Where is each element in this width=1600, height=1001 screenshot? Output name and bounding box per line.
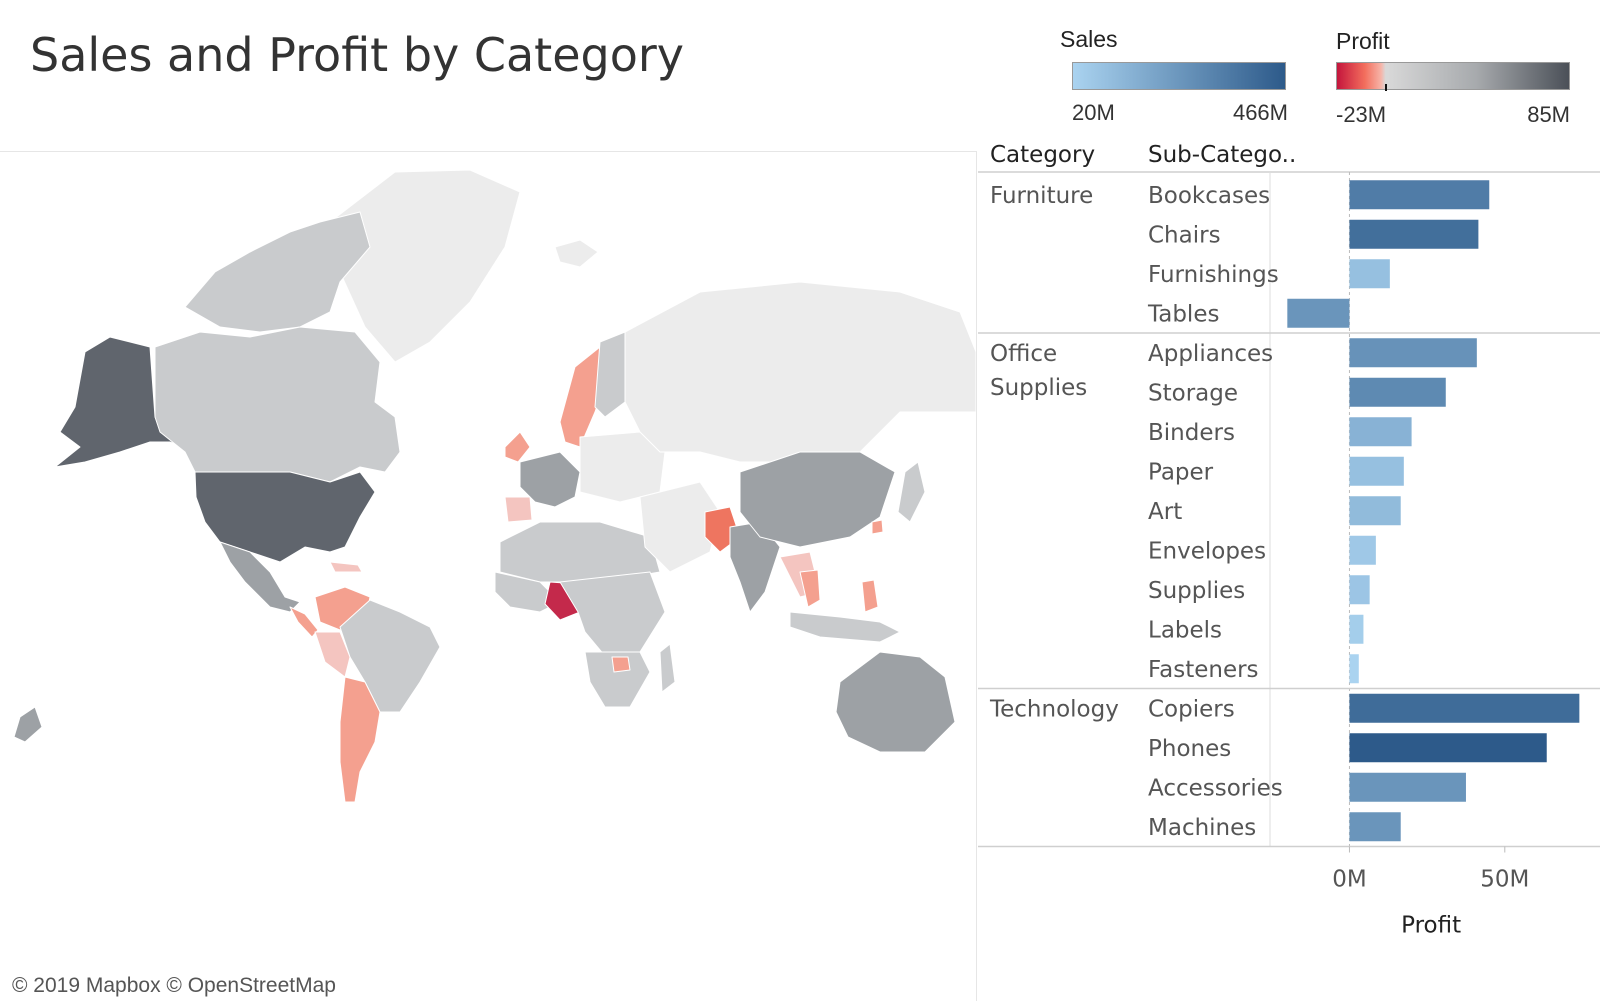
country-iceland[interactable] — [554, 239, 599, 268]
profit-color-ramp — [1336, 62, 1570, 90]
map-attribution[interactable]: © 2019 Mapbox © OpenStreetMap — [4, 971, 344, 1001]
bar-binders[interactable] — [1349, 417, 1412, 447]
category-label: Technology — [989, 697, 1119, 723]
bar-fasteners[interactable] — [1349, 654, 1359, 684]
country-central-africa[interactable] — [559, 571, 666, 663]
subcategory-label: Tables — [1147, 301, 1219, 327]
subcategory-label: Art — [1148, 499, 1182, 525]
bar-chart-canvas: Category Sub-Catego.. Furniture Bookcases Ch… — [978, 142, 1600, 939]
page-title: Sales and Profit by Category — [30, 28, 684, 82]
country-western-europe[interactable] — [519, 451, 581, 508]
subcategory-label: Storage — [1148, 380, 1238, 406]
bar-supplies[interactable] — [1349, 575, 1370, 605]
category-label: Furniture — [990, 183, 1093, 209]
country-alaska[interactable] — [54, 336, 196, 468]
bar-appliances[interactable] — [1349, 338, 1477, 368]
country-japan[interactable] — [897, 461, 926, 523]
category-label: Supplies — [990, 375, 1087, 401]
bar-bookcases[interactable] — [1349, 180, 1490, 210]
country-iberia[interactable] — [504, 496, 533, 523]
profit-legend-max: 85M — [1527, 102, 1570, 127]
bar-art[interactable] — [1349, 496, 1401, 526]
subcategory-label: Machines — [1148, 815, 1256, 841]
country-china[interactable] — [739, 451, 896, 548]
country-argentina[interactable] — [339, 676, 381, 803]
country-canada-arctic[interactable] — [184, 211, 371, 333]
country-southern-africa[interactable] — [584, 651, 651, 708]
profit-legend-title: Profit — [1336, 28, 1390, 54]
country-australia[interactable] — [835, 651, 956, 753]
subcategory-label: Fasteners — [1148, 657, 1259, 683]
subcategory-label: Envelopes — [1148, 538, 1266, 564]
bar-storage[interactable] — [1349, 377, 1446, 407]
x-tick-label: 50M — [1480, 867, 1529, 893]
subcategory-label: Labels — [1148, 617, 1222, 643]
bar-accessories[interactable] — [1349, 772, 1466, 802]
sales-legend-max: 466M — [1232, 100, 1288, 125]
sales-legend[interactable]: Sales 20M 466M — [1060, 26, 1290, 136]
subcategory-label: Chairs — [1148, 222, 1221, 248]
country-usa[interactable] — [194, 471, 376, 563]
map-canvas[interactable] — [0, 152, 976, 1001]
bar-machines[interactable] — [1349, 812, 1401, 842]
country-russia[interactable] — [624, 281, 976, 463]
sales-legend-title: Sales — [1060, 26, 1118, 52]
subcategory-label: Phones — [1148, 736, 1231, 762]
country-new-zealand[interactable] — [13, 706, 43, 743]
subcategory-label: Binders — [1148, 420, 1235, 446]
subcategory-label: Appliances — [1148, 341, 1273, 367]
profit-zero-tick — [1384, 84, 1387, 91]
bar-paper[interactable] — [1349, 456, 1404, 486]
x-axis-title: Profit — [1401, 913, 1461, 939]
header-subcategory: Sub-Catego.. — [1148, 142, 1296, 168]
country-finland-norway[interactable] — [594, 331, 626, 418]
country-peru[interactable] — [314, 631, 351, 678]
country-middle-east[interactable] — [639, 481, 721, 573]
bar-tables[interactable] — [1287, 298, 1350, 328]
profit-legend-min: -23M — [1336, 102, 1387, 127]
country-north-africa[interactable] — [499, 521, 661, 583]
subcategory-label: Accessories — [1148, 775, 1283, 801]
country-uk-ireland[interactable] — [504, 431, 531, 463]
country-indonesia[interactable] — [789, 611, 901, 643]
country-west-africa[interactable] — [494, 571, 561, 613]
country-greenland[interactable] — [329, 169, 521, 363]
category-label: Office — [990, 341, 1057, 367]
bar-phones[interactable] — [1349, 733, 1547, 763]
country-brazil[interactable] — [339, 599, 441, 713]
header-category: Category — [990, 142, 1095, 168]
subcategory-label: Furnishings — [1148, 262, 1279, 288]
profit-bar-chart[interactable]: Category Sub-Catego.. Furniture Bookcases Ch… — [978, 140, 1600, 1000]
world-map[interactable]: © 2019 Mapbox © OpenStreetMap — [0, 151, 977, 1001]
subcategory-label: Paper — [1148, 459, 1214, 485]
subcategory-label: Supplies — [1148, 578, 1245, 604]
country-canada[interactable] — [154, 326, 401, 483]
country-mexico[interactable] — [219, 541, 301, 613]
bar-copiers[interactable] — [1349, 693, 1580, 723]
bar-labels[interactable] — [1349, 614, 1364, 644]
sales-color-ramp — [1072, 62, 1286, 90]
profit-legend[interactable]: Profit -23M 85M — [1336, 28, 1586, 138]
bar-chairs[interactable] — [1349, 219, 1479, 249]
country-philippines[interactable] — [861, 579, 879, 613]
subcategory-label: Bookcases — [1148, 183, 1270, 209]
country-thailand[interactable] — [799, 569, 821, 608]
country-madagascar[interactable] — [659, 643, 676, 693]
subcategory-label: Copiers — [1148, 696, 1235, 722]
country-zimbabwe[interactable] — [611, 656, 631, 673]
sales-legend-min: 20M — [1072, 100, 1115, 125]
bar-furnishings[interactable] — [1349, 259, 1390, 289]
x-tick-label: 0M — [1332, 867, 1366, 893]
country-central-america[interactable] — [289, 606, 319, 638]
country-taiwan[interactable] — [871, 519, 884, 535]
bar-envelopes[interactable] — [1349, 535, 1376, 565]
country-caribbean[interactable] — [329, 561, 363, 573]
